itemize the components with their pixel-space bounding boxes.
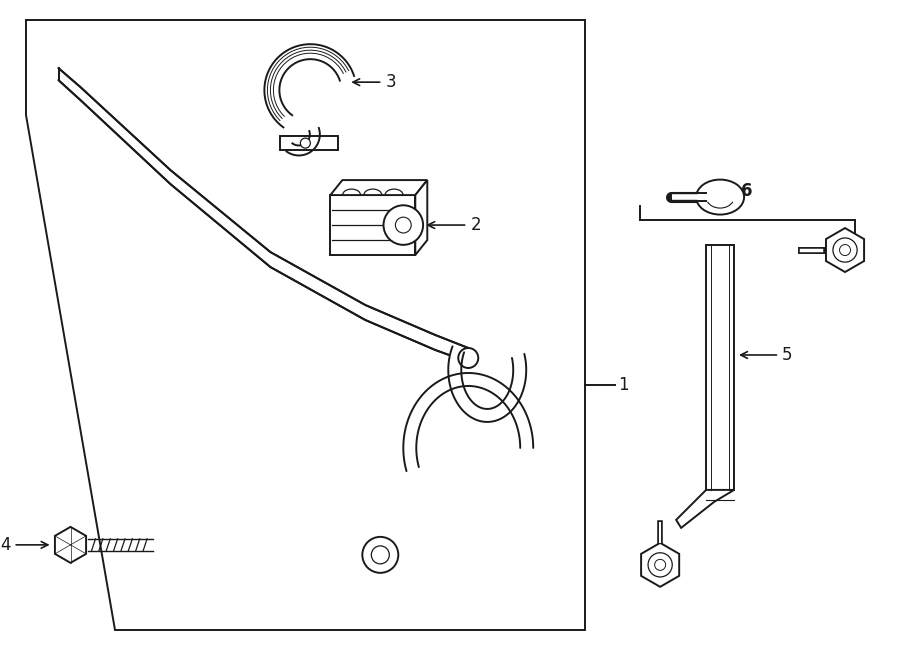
Polygon shape [265, 44, 354, 128]
Polygon shape [55, 527, 86, 563]
Bar [330, 195, 415, 255]
Bar [706, 245, 734, 490]
Polygon shape [403, 373, 533, 471]
Text: 2: 2 [428, 216, 481, 234]
Text: 4: 4 [0, 536, 48, 554]
Text: 6: 6 [742, 182, 752, 200]
Polygon shape [58, 68, 468, 362]
Polygon shape [415, 180, 428, 255]
Polygon shape [286, 128, 320, 155]
Text: 3: 3 [353, 73, 396, 91]
Polygon shape [641, 543, 680, 587]
Ellipse shape [696, 180, 744, 215]
Circle shape [840, 245, 850, 256]
Polygon shape [25, 20, 585, 630]
Polygon shape [330, 180, 428, 195]
Circle shape [301, 138, 310, 148]
Circle shape [363, 537, 399, 573]
Circle shape [383, 206, 423, 245]
Circle shape [372, 546, 390, 564]
Text: 1: 1 [618, 376, 629, 394]
Circle shape [458, 348, 478, 368]
Text: 5: 5 [741, 346, 793, 364]
Circle shape [832, 238, 857, 262]
Polygon shape [676, 490, 734, 528]
Circle shape [395, 217, 411, 233]
Bar [281, 136, 338, 150]
Circle shape [654, 559, 666, 570]
Polygon shape [448, 346, 526, 422]
Circle shape [648, 553, 672, 577]
Polygon shape [826, 228, 864, 272]
